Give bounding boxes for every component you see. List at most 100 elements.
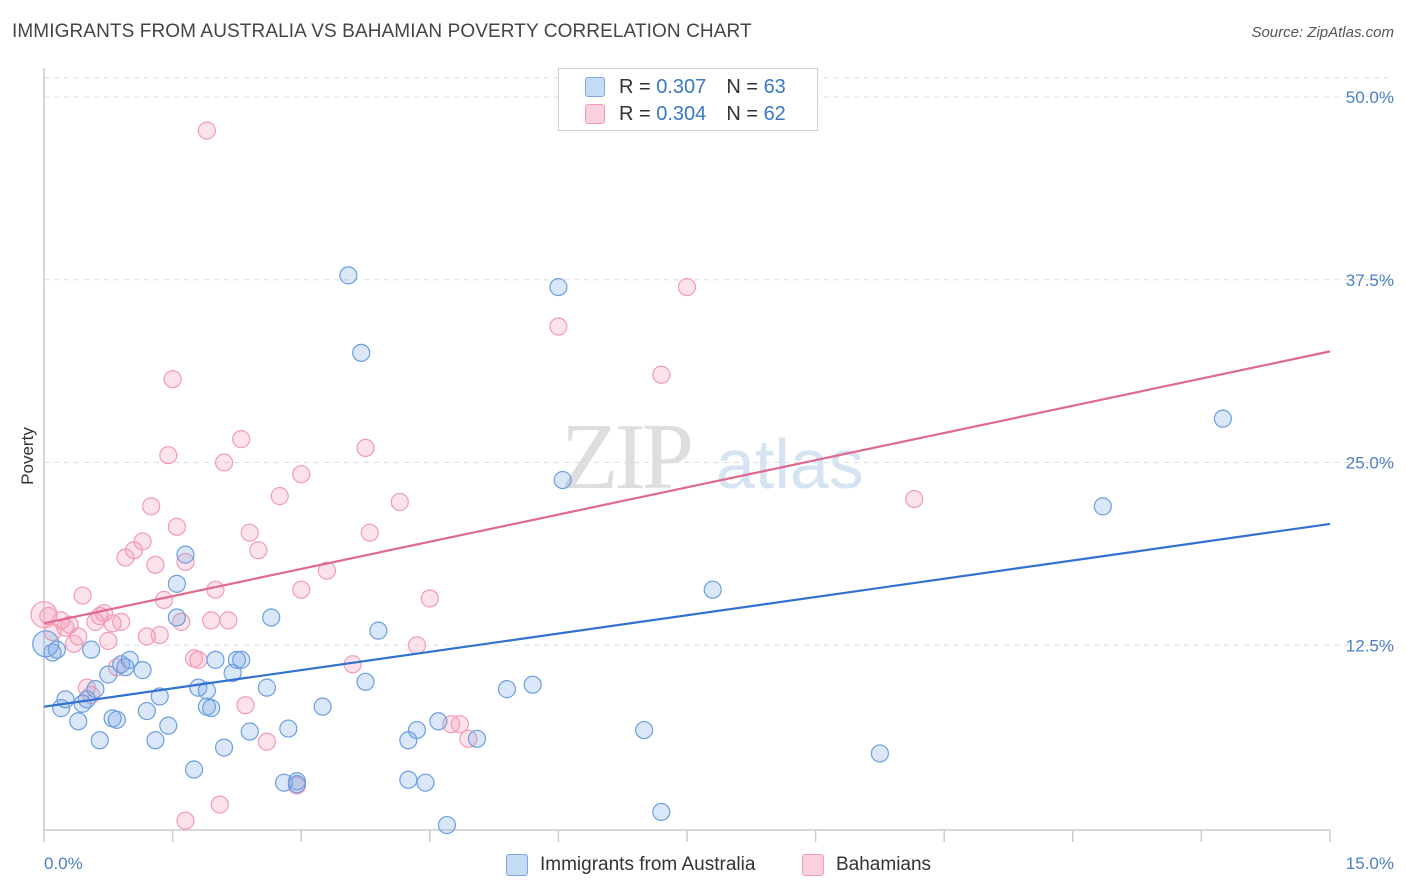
- legend-n-value: 62: [763, 102, 786, 125]
- point-australia: [399, 770, 418, 789]
- trendline-bahamians: [43, 350, 1331, 625]
- point-australia: [176, 545, 195, 564]
- bottom-legend-label-australia: Immigrants from Australia: [540, 854, 756, 875]
- y-tick-label: 25.0%: [1346, 454, 1394, 473]
- legend-r-label: R =: [619, 102, 651, 125]
- point-bahamians: [232, 430, 251, 449]
- point-australia: [240, 722, 259, 741]
- point-australia: [652, 802, 671, 822]
- point-australia: [635, 720, 654, 740]
- point-australia: [549, 277, 568, 297]
- point-bahamians: [210, 795, 229, 814]
- legend-r-value: 0.304: [656, 102, 707, 125]
- point-bahamians: [73, 586, 92, 605]
- point-australia: [262, 608, 281, 627]
- point-australia: [73, 694, 92, 713]
- gridlines: [44, 77, 1394, 646]
- point-australia: [1093, 497, 1112, 516]
- point-bahamians: [206, 580, 225, 599]
- point-bahamians: [150, 625, 169, 645]
- point-bahamians: [176, 552, 195, 572]
- point-bahamians: [652, 365, 671, 384]
- x-tick-label-min: 0.0%: [44, 854, 83, 873]
- point-bahamians: [677, 277, 697, 297]
- point-bahamians: [249, 541, 268, 560]
- point-bahamians: [30, 600, 58, 629]
- point-bahamians: [159, 446, 178, 465]
- x-tick-marks: [43, 830, 1331, 842]
- point-australia: [150, 687, 169, 706]
- point-bahamians: [112, 612, 131, 631]
- point-australia: [159, 716, 178, 735]
- legend-swatch-bahamians: [585, 104, 605, 124]
- point-australia: [167, 574, 186, 593]
- point-bahamians: [142, 497, 161, 516]
- point-australia: [197, 681, 216, 700]
- source-credit: Source: ZipAtlas.com: [1251, 24, 1394, 41]
- legend-r-label: R =: [619, 75, 651, 98]
- point-australia: [133, 661, 152, 680]
- point-australia: [313, 697, 332, 716]
- point-australia: [107, 710, 126, 729]
- point-australia: [90, 731, 109, 750]
- y-tick-labels: 12.5% 25.0% 37.5% 50.0%: [1346, 88, 1394, 655]
- point-bahamians: [407, 636, 427, 655]
- point-australia: [137, 701, 156, 721]
- point-australia: [429, 712, 448, 731]
- trendline-australia: [43, 522, 1331, 708]
- legend-box: R = 0.307 N = 63 R = 0.304 N = 62: [558, 68, 818, 131]
- point-bahamians: [317, 561, 337, 580]
- legend-n-value: 63: [763, 75, 786, 98]
- chart-title: IMMIGRANTS FROM AUSTRALIA VS BAHAMIAN PO…: [12, 21, 752, 42]
- bottom-legend-australia: Immigrants from Australia: [506, 852, 755, 878]
- point-australia: [287, 772, 307, 791]
- legend-row-australia: R = 0.307 N = 63: [585, 75, 786, 99]
- point-australia: [257, 678, 277, 697]
- point-bahamians: [133, 532, 152, 551]
- point-australia: [352, 343, 371, 362]
- point-australia: [703, 580, 722, 599]
- point-bahamians: [292, 580, 311, 599]
- point-australia: [407, 720, 427, 740]
- point-australia: [467, 729, 487, 748]
- y-tick-label: 12.5%: [1346, 636, 1394, 655]
- point-australia: [870, 744, 890, 763]
- point-australia: [553, 470, 572, 490]
- watermark-atlas: atlas: [716, 425, 864, 503]
- legend-swatch-australia: [585, 77, 605, 97]
- point-bahamians: [450, 715, 469, 734]
- point-australia: [202, 699, 221, 718]
- bottom-legend-swatch-australia: [506, 854, 528, 876]
- x-tick-label-max: 15.0%: [1346, 854, 1394, 873]
- point-australia: [146, 731, 165, 750]
- point-australia: [279, 719, 298, 738]
- point-bahamians: [270, 487, 289, 506]
- y-tick-label: 37.5%: [1346, 271, 1394, 290]
- series-australia-points: [32, 266, 1232, 835]
- point-australia: [437, 815, 457, 835]
- point-australia: [214, 738, 234, 757]
- bottom-legend-swatch-bahamians: [802, 854, 824, 876]
- point-australia: [356, 672, 375, 691]
- point-australia: [69, 712, 88, 731]
- point-australia: [99, 665, 118, 684]
- point-australia: [232, 650, 251, 669]
- point-bahamians: [236, 696, 255, 715]
- point-bahamians: [356, 438, 375, 457]
- point-australia: [120, 650, 139, 669]
- point-bahamians: [240, 523, 259, 542]
- bottom-legend-bahamians: Bahamians: [802, 852, 931, 878]
- point-australia: [227, 650, 246, 669]
- point-bahamians: [214, 453, 234, 472]
- point-bahamians: [219, 611, 238, 630]
- point-australia: [1213, 409, 1232, 428]
- point-bahamians: [292, 465, 311, 484]
- bottom-legend-label-bahamians: Bahamians: [836, 854, 932, 875]
- point-australia: [416, 773, 435, 792]
- point-australia: [369, 621, 388, 640]
- legend-r-value: 0.307: [656, 75, 707, 98]
- point-bahamians: [176, 811, 195, 830]
- point-australia: [497, 680, 517, 699]
- point-bahamians: [202, 611, 221, 630]
- point-australia: [86, 680, 105, 699]
